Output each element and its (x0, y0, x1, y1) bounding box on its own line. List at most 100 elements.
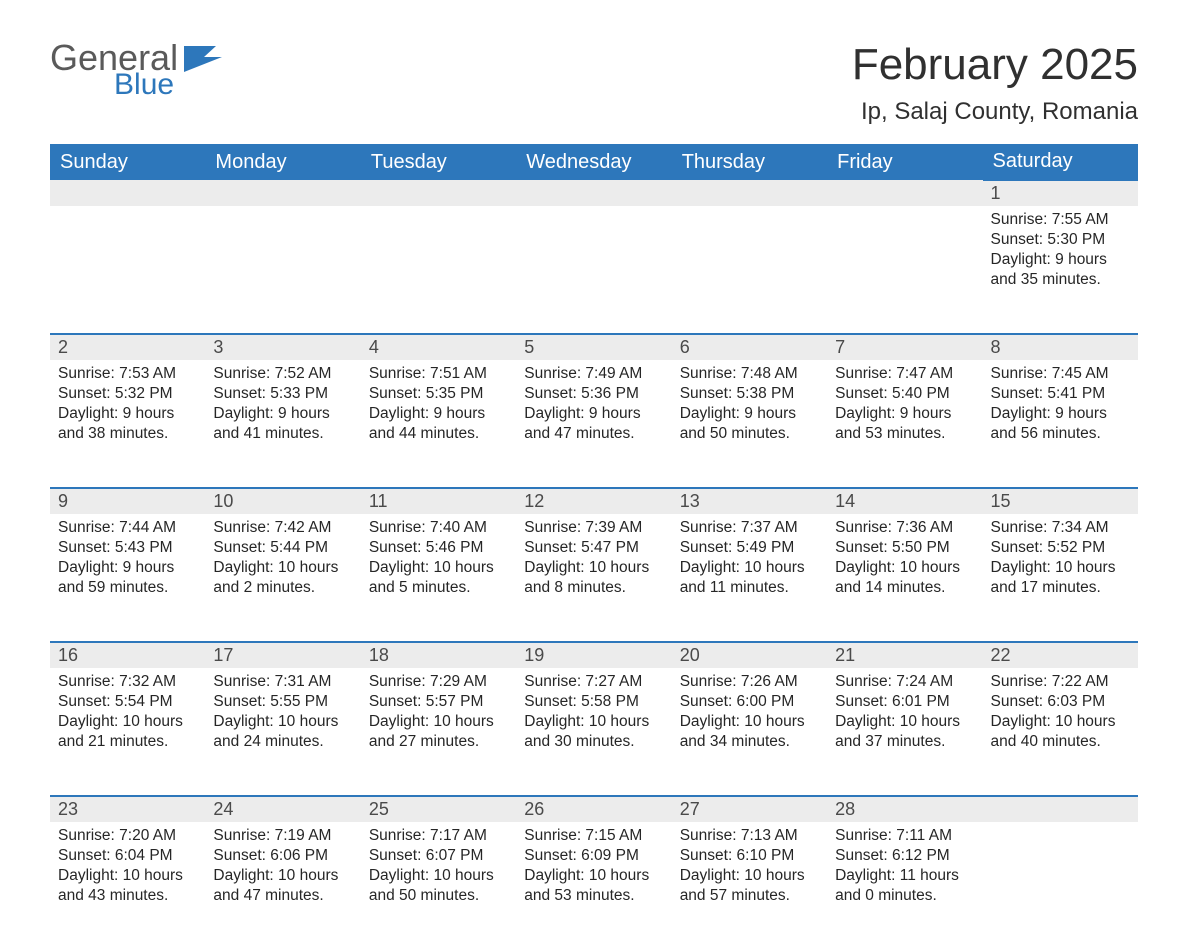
empty-cell (983, 796, 1138, 822)
day-cell-11: Sunrise: 7:40 AMSunset: 5:46 PMDaylight:… (361, 514, 516, 642)
day-cell-10: Sunrise: 7:42 AMSunset: 5:44 PMDaylight:… (205, 514, 360, 642)
sunrise-line: Sunrise: 7:15 AM (524, 826, 663, 846)
day-number-2: 2 (50, 334, 205, 360)
week-content-row: Sunrise: 7:44 AMSunset: 5:43 PMDaylight:… (50, 514, 1138, 642)
sunset-line: Sunset: 5:49 PM (680, 538, 819, 558)
day-number-12: 12 (516, 488, 671, 514)
daylight-line: Daylight: 10 hours and 34 minutes. (680, 712, 819, 752)
day-cell-4: Sunrise: 7:51 AMSunset: 5:35 PMDaylight:… (361, 360, 516, 488)
day-cell-22: Sunrise: 7:22 AMSunset: 6:03 PMDaylight:… (983, 668, 1138, 796)
daylight-line: Daylight: 10 hours and 53 minutes. (524, 866, 663, 906)
day-number-13: 13 (672, 488, 827, 514)
sunrise-line: Sunrise: 7:29 AM (369, 672, 508, 692)
sunrise-line: Sunrise: 7:22 AM (991, 672, 1130, 692)
sunset-line: Sunset: 5:38 PM (680, 384, 819, 404)
day-cell-3: Sunrise: 7:52 AMSunset: 5:33 PMDaylight:… (205, 360, 360, 488)
day-number-11: 11 (361, 488, 516, 514)
empty-cell (50, 180, 205, 206)
sunset-line: Sunset: 5:58 PM (524, 692, 663, 712)
sunrise-line: Sunrise: 7:52 AM (213, 364, 352, 384)
daylight-line: Daylight: 10 hours and 57 minutes. (680, 866, 819, 906)
sunrise-line: Sunrise: 7:53 AM (58, 364, 197, 384)
calendar-table: SundayMondayTuesdayWednesdayThursdayFrid… (50, 144, 1138, 950)
day-cell-13: Sunrise: 7:37 AMSunset: 5:49 PMDaylight:… (672, 514, 827, 642)
empty-cell (672, 180, 827, 206)
sunrise-line: Sunrise: 7:26 AM (680, 672, 819, 692)
day-cell-18: Sunrise: 7:29 AMSunset: 5:57 PMDaylight:… (361, 668, 516, 796)
day-number-15: 15 (983, 488, 1138, 514)
daylight-line: Daylight: 9 hours and 53 minutes. (835, 404, 974, 444)
sunset-line: Sunset: 5:41 PM (991, 384, 1130, 404)
logo-text: General Blue (50, 40, 178, 100)
empty-cell (50, 206, 205, 334)
title-block: February 2025 Ip, Salaj County, Romania (852, 40, 1138, 126)
daylight-line: Daylight: 10 hours and 5 minutes. (369, 558, 508, 598)
week-daynum-row: 232425262728 (50, 796, 1138, 822)
sunrise-line: Sunrise: 7:34 AM (991, 518, 1130, 538)
sunset-line: Sunset: 6:04 PM (58, 846, 197, 866)
sunrise-line: Sunrise: 7:40 AM (369, 518, 508, 538)
sunset-line: Sunset: 6:06 PM (213, 846, 352, 866)
sunrise-line: Sunrise: 7:20 AM (58, 826, 197, 846)
day-cell-26: Sunrise: 7:15 AMSunset: 6:09 PMDaylight:… (516, 822, 671, 950)
week-daynum-row: 1 (50, 180, 1138, 206)
weekday-monday: Monday (205, 144, 360, 180)
week-content-row: Sunrise: 7:53 AMSunset: 5:32 PMDaylight:… (50, 360, 1138, 488)
daylight-line: Daylight: 9 hours and 38 minutes. (58, 404, 197, 444)
day-cell-5: Sunrise: 7:49 AMSunset: 5:36 PMDaylight:… (516, 360, 671, 488)
daylight-line: Daylight: 10 hours and 11 minutes. (680, 558, 819, 598)
header: General Blue February 2025 Ip, Salaj Cou… (50, 40, 1138, 126)
daylight-line: Daylight: 9 hours and 50 minutes. (680, 404, 819, 444)
day-cell-24: Sunrise: 7:19 AMSunset: 6:06 PMDaylight:… (205, 822, 360, 950)
empty-cell (361, 180, 516, 206)
daylight-line: Daylight: 10 hours and 43 minutes. (58, 866, 197, 906)
daylight-line: Daylight: 9 hours and 44 minutes. (369, 404, 508, 444)
sunset-line: Sunset: 5:36 PM (524, 384, 663, 404)
sunset-line: Sunset: 6:01 PM (835, 692, 974, 712)
sunrise-line: Sunrise: 7:55 AM (991, 210, 1130, 230)
daylight-line: Daylight: 10 hours and 30 minutes. (524, 712, 663, 752)
day-number-24: 24 (205, 796, 360, 822)
day-number-4: 4 (361, 334, 516, 360)
day-number-5: 5 (516, 334, 671, 360)
daylight-line: Daylight: 10 hours and 17 minutes. (991, 558, 1130, 598)
daylight-line: Daylight: 9 hours and 35 minutes. (991, 250, 1130, 290)
day-number-18: 18 (361, 642, 516, 668)
day-cell-19: Sunrise: 7:27 AMSunset: 5:58 PMDaylight:… (516, 668, 671, 796)
day-number-23: 23 (50, 796, 205, 822)
day-number-22: 22 (983, 642, 1138, 668)
day-cell-7: Sunrise: 7:47 AMSunset: 5:40 PMDaylight:… (827, 360, 982, 488)
weekday-saturday: Saturday (983, 144, 1138, 180)
week-content-row: Sunrise: 7:20 AMSunset: 6:04 PMDaylight:… (50, 822, 1138, 950)
daylight-line: Daylight: 9 hours and 41 minutes. (213, 404, 352, 444)
sunrise-line: Sunrise: 7:19 AM (213, 826, 352, 846)
empty-cell (361, 206, 516, 334)
sunset-line: Sunset: 5:32 PM (58, 384, 197, 404)
day-number-20: 20 (672, 642, 827, 668)
daylight-line: Daylight: 9 hours and 47 minutes. (524, 404, 663, 444)
day-number-27: 27 (672, 796, 827, 822)
day-cell-15: Sunrise: 7:34 AMSunset: 5:52 PMDaylight:… (983, 514, 1138, 642)
day-number-16: 16 (50, 642, 205, 668)
sunset-line: Sunset: 5:52 PM (991, 538, 1130, 558)
sunrise-line: Sunrise: 7:51 AM (369, 364, 508, 384)
day-cell-17: Sunrise: 7:31 AMSunset: 5:55 PMDaylight:… (205, 668, 360, 796)
day-number-26: 26 (516, 796, 671, 822)
sunset-line: Sunset: 5:55 PM (213, 692, 352, 712)
sunrise-line: Sunrise: 7:36 AM (835, 518, 974, 538)
empty-cell (827, 180, 982, 206)
daylight-line: Daylight: 10 hours and 27 minutes. (369, 712, 508, 752)
day-cell-2: Sunrise: 7:53 AMSunset: 5:32 PMDaylight:… (50, 360, 205, 488)
day-number-21: 21 (827, 642, 982, 668)
day-cell-14: Sunrise: 7:36 AMSunset: 5:50 PMDaylight:… (827, 514, 982, 642)
daylight-line: Daylight: 10 hours and 47 minutes. (213, 866, 352, 906)
daylight-line: Daylight: 10 hours and 37 minutes. (835, 712, 974, 752)
day-number-8: 8 (983, 334, 1138, 360)
month-title: February 2025 (852, 40, 1138, 90)
day-cell-23: Sunrise: 7:20 AMSunset: 6:04 PMDaylight:… (50, 822, 205, 950)
sunset-line: Sunset: 5:44 PM (213, 538, 352, 558)
weekday-header-row: SundayMondayTuesdayWednesdayThursdayFrid… (50, 144, 1138, 180)
day-cell-12: Sunrise: 7:39 AMSunset: 5:47 PMDaylight:… (516, 514, 671, 642)
sunrise-line: Sunrise: 7:44 AM (58, 518, 197, 538)
day-number-28: 28 (827, 796, 982, 822)
